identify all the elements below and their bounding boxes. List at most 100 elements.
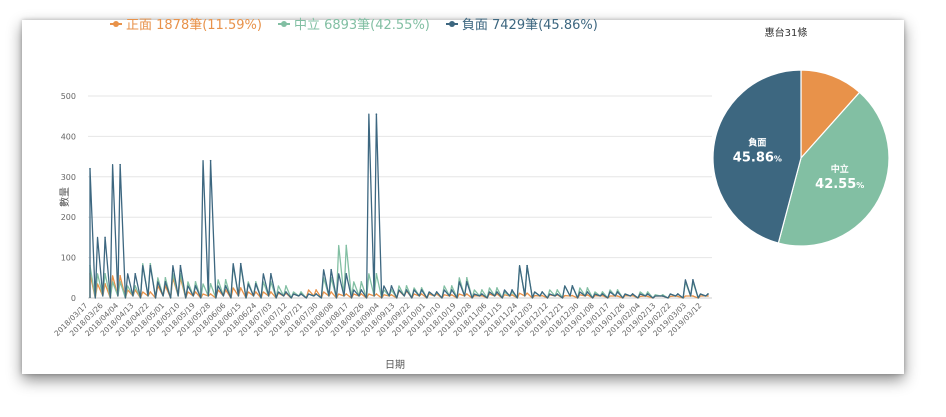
data-point-neutral — [345, 244, 348, 247]
data-point-positive — [330, 291, 332, 293]
data-point-negative — [270, 272, 272, 275]
data-point-positive — [646, 295, 649, 298]
data-point-positive — [255, 291, 257, 293]
data-point-neutral — [616, 289, 619, 291]
data-point-negative — [511, 289, 513, 291]
y-axis-label: 數量 — [58, 187, 71, 207]
data-point-positive — [420, 293, 423, 295]
legend-label-negative: 負面 7429筆(45.86%) — [461, 18, 598, 33]
data-point-negative — [420, 289, 423, 291]
data-point-positive — [360, 293, 363, 295]
legend-neutral[interactable]: 中立 6893筆(42.55%) — [277, 14, 430, 33]
legend-marker-positive — [110, 20, 122, 28]
series-line-negative — [89, 113, 709, 299]
data-point-negative — [677, 293, 679, 295]
data-point-positive — [375, 293, 378, 295]
legend-positive[interactable]: 正面 1878筆(11.59%) — [110, 14, 262, 33]
data-point-neutral — [481, 289, 483, 291]
data-point-negative — [149, 264, 152, 267]
data-point-neutral — [134, 285, 137, 287]
data-point-negative — [481, 293, 483, 295]
data-point-positive — [526, 292, 528, 294]
data-point-negative — [89, 167, 91, 170]
data-point-neutral — [209, 283, 212, 285]
legend-label-neutral: 中立 6893筆(42.55%) — [293, 18, 430, 33]
data-point-negative — [300, 293, 302, 295]
y-tick-label: 400 — [61, 132, 76, 141]
data-point-negative — [556, 293, 559, 295]
data-point-neutral — [194, 281, 197, 283]
data-point-neutral — [661, 293, 664, 296]
data-point-positive — [586, 293, 589, 296]
data-point-negative — [541, 291, 543, 293]
legend-marker-neutral — [277, 20, 290, 28]
y-tick-label: 0 — [71, 294, 76, 303]
data-point-negative — [390, 285, 393, 287]
data-point-negative — [330, 268, 332, 271]
data-point-positive — [209, 293, 212, 295]
data-point-positive — [571, 294, 574, 297]
data-point-neutral — [556, 289, 559, 291]
data-point-negative — [209, 159, 212, 162]
legend-marker-negative — [445, 20, 458, 28]
legend: 正面 1878筆(11.59%) 中立 6893筆(42.55%) 負面 742… — [110, 14, 598, 33]
data-point-neutral — [119, 281, 121, 283]
data-point-negative — [104, 236, 106, 239]
data-point-neutral — [255, 281, 257, 283]
data-point-negative — [571, 285, 574, 287]
data-point-neutral — [450, 285, 453, 287]
data-point-neutral — [405, 285, 408, 287]
data-point-positive — [270, 291, 272, 293]
data-point-positive — [239, 287, 242, 289]
data-point-positive — [194, 291, 197, 293]
data-point-neutral — [420, 287, 423, 289]
data-point-negative — [375, 113, 378, 115]
y-tick-label: 300 — [61, 173, 76, 182]
data-point-neutral — [300, 291, 302, 293]
y-tick-label: 500 — [61, 92, 76, 101]
y-tick-label: 100 — [61, 254, 76, 263]
data-point-positive — [466, 293, 468, 295]
data-point-negative — [285, 291, 287, 293]
data-point-negative — [164, 281, 167, 283]
data-point-positive — [149, 291, 152, 293]
data-point-negative — [646, 293, 649, 295]
data-point-neutral — [646, 291, 649, 293]
data-point-negative — [586, 291, 589, 293]
data-point-neutral — [285, 285, 287, 287]
data-point-negative — [435, 291, 438, 293]
data-point-neutral — [104, 272, 106, 275]
data-point-negative — [194, 285, 197, 287]
data-point-neutral — [360, 281, 363, 283]
data-point-negative — [345, 272, 348, 275]
data-point-positive — [511, 293, 513, 296]
legend-label-positive: 正面 1878筆(11.59%) — [126, 18, 262, 33]
data-point-negative — [179, 264, 182, 267]
data-point-positive — [616, 295, 619, 297]
data-point-negative — [119, 163, 121, 166]
data-point-negative — [466, 281, 468, 283]
data-point-positive — [707, 295, 709, 297]
data-point-positive — [345, 293, 348, 295]
data-point-neutral — [496, 287, 498, 289]
data-point-negative — [616, 291, 619, 293]
data-point-negative — [707, 293, 709, 295]
data-point-neutral — [149, 262, 152, 265]
data-point-negative — [315, 293, 317, 295]
data-point-negative — [360, 289, 363, 291]
data-point-neutral — [466, 277, 468, 279]
data-point-neutral — [586, 287, 589, 289]
data-point-neutral — [164, 277, 167, 279]
data-point-negative — [526, 264, 528, 267]
legend-negative[interactable]: 負面 7429筆(45.86%) — [445, 14, 598, 33]
data-point-positive — [541, 294, 543, 297]
data-point-negative — [134, 272, 137, 275]
data-point-negative — [405, 289, 408, 291]
data-point-positive — [390, 293, 393, 296]
data-point-negative — [224, 285, 227, 287]
data-point-negative — [692, 279, 694, 281]
data-point-neutral — [375, 272, 378, 275]
data-point-negative — [255, 283, 257, 285]
data-point-negative — [496, 291, 498, 293]
